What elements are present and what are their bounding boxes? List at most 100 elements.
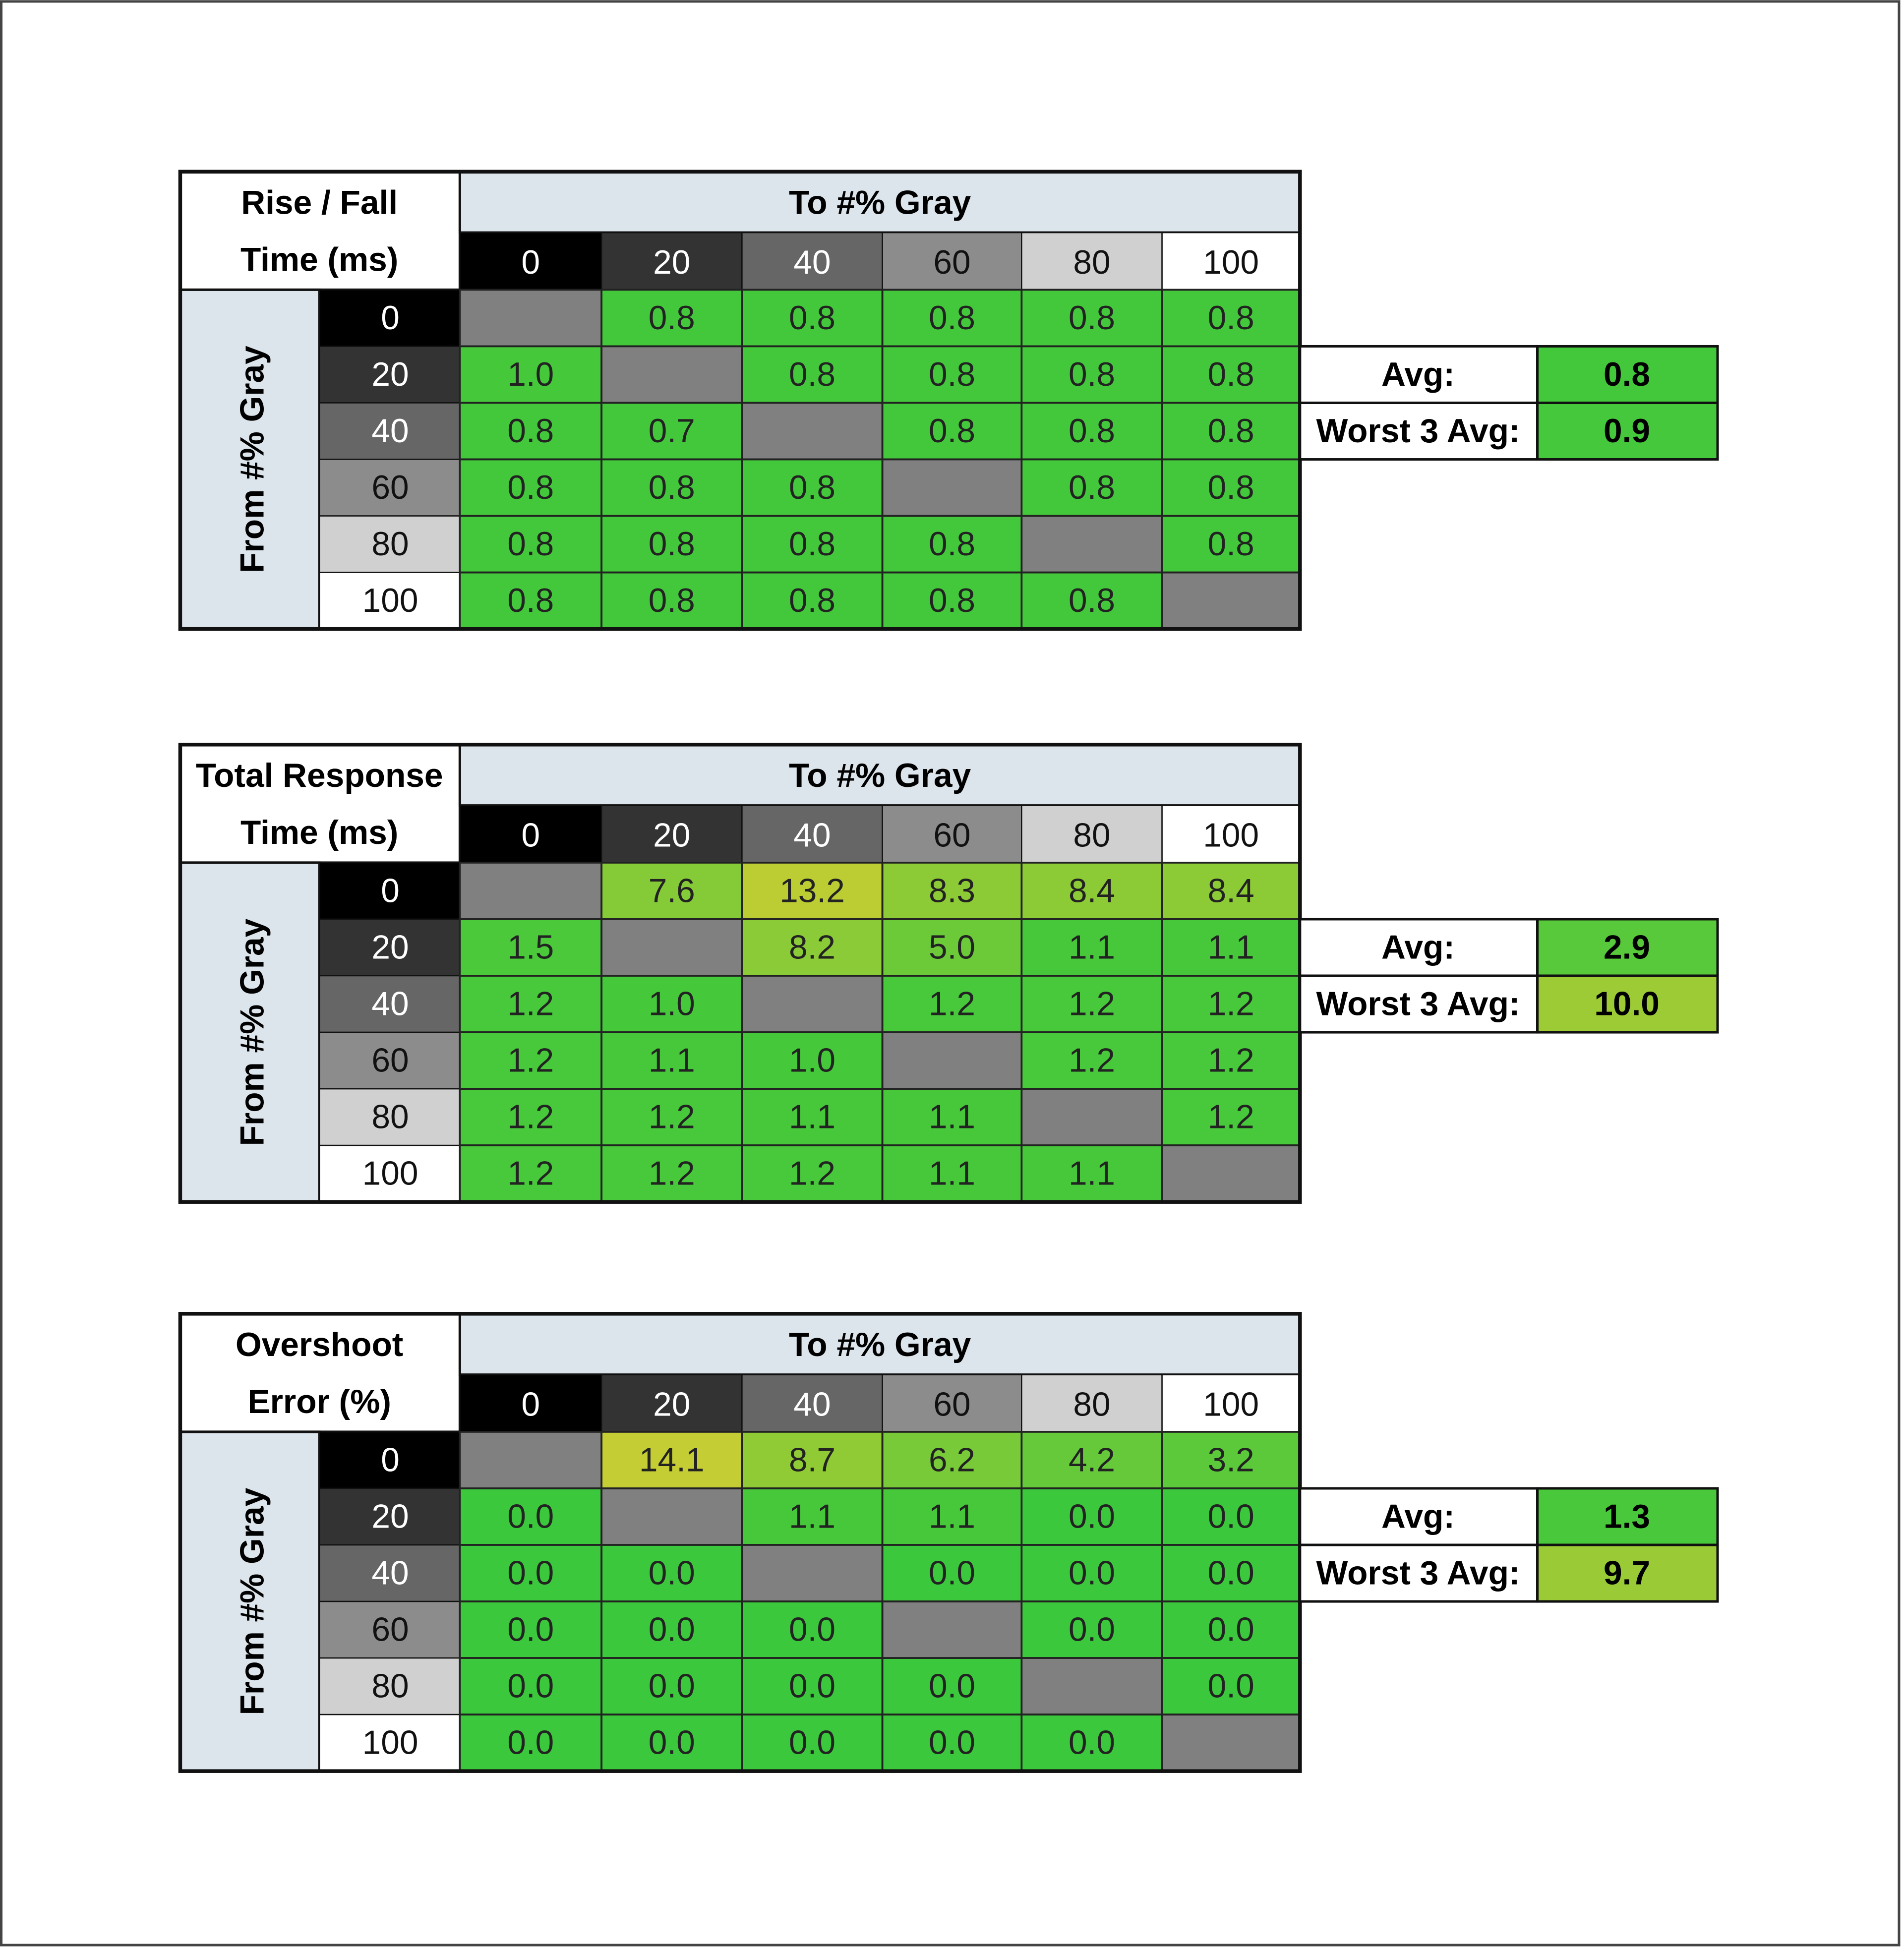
cell-value: 0.0 [789, 1724, 835, 1762]
data-cell [459, 289, 603, 348]
data-cell [459, 515, 603, 574]
cell-value: 0.0 [1069, 1498, 1115, 1535]
cell-value: 1.1 [929, 1099, 975, 1136]
title-cell [178, 743, 461, 864]
row-label: 60 [371, 469, 409, 506]
data-cell [741, 1657, 884, 1716]
data-cell [881, 1713, 1023, 1772]
cell-value: 6.2 [929, 1441, 975, 1478]
table-title: Time (ms) [240, 814, 398, 851]
cell-value: 0.0 [507, 1555, 554, 1592]
cell-value: 0.0 [507, 1724, 554, 1762]
data-cell [600, 1088, 743, 1147]
summary-label: Worst 3 Avg: [1316, 1555, 1520, 1592]
cell-value: 0.0 [649, 1724, 695, 1762]
column-label: 20 [653, 1386, 690, 1423]
data-cell [459, 862, 603, 920]
data-cell [881, 515, 1023, 574]
summary-label-cell [1299, 974, 1539, 1034]
data-cell [1020, 1088, 1163, 1147]
cell-value: 1.1 [929, 1155, 975, 1192]
cell-value: 4.2 [1069, 1441, 1115, 1478]
data-cell [881, 571, 1023, 630]
row-header-cell [178, 288, 321, 631]
cell-value: 1.5 [507, 929, 554, 966]
row-label: 100 [362, 1155, 418, 1192]
row-label-cell [318, 1144, 461, 1203]
data-cell [741, 402, 884, 461]
data-cell [459, 1431, 603, 1489]
row-label-cell [318, 459, 461, 517]
cell-value: 0.8 [789, 299, 835, 337]
cell-value: 0.8 [1208, 469, 1254, 506]
column-label: 0 [521, 244, 540, 281]
data-cell [1020, 1431, 1163, 1489]
cell-value: 0.8 [649, 526, 695, 563]
data-cell [1020, 862, 1163, 920]
cell-value: 1.2 [1208, 1099, 1254, 1136]
summary-value: 10.0 [1594, 986, 1660, 1023]
data-cell [881, 345, 1023, 404]
cell-value: 1.2 [1069, 1042, 1115, 1079]
data-cell [1161, 862, 1301, 920]
cell-value: 5.0 [929, 929, 975, 966]
data-cell [600, 862, 743, 920]
data-cell [600, 458, 743, 517]
cell-value: 1.2 [1208, 1042, 1254, 1079]
data-cell [459, 345, 603, 404]
row-label-cell [318, 1713, 461, 1772]
data-cell [1020, 1657, 1163, 1716]
column-label: 80 [1073, 1386, 1110, 1423]
data-cell [881, 1657, 1023, 1716]
cell-value: 0.0 [649, 1668, 695, 1705]
data-cell [1161, 345, 1301, 404]
cell-value: 7.6 [649, 872, 695, 909]
data-cell [1020, 571, 1163, 630]
cell-value: 0.0 [789, 1668, 835, 1705]
table-title: Rise / Fall [241, 184, 398, 221]
cell-value: 8.4 [1208, 872, 1254, 909]
row-label-cell [318, 346, 461, 404]
data-cell [741, 1713, 884, 1772]
cell-value: 13.2 [779, 872, 845, 909]
cell-value: 8.3 [929, 872, 975, 909]
column-label: 0 [521, 1386, 540, 1423]
cell-value: 1.1 [789, 1498, 835, 1535]
row-header: From #% Gray [234, 918, 271, 1146]
cell-value: 0.8 [649, 582, 695, 619]
cell-value: 1.2 [789, 1155, 835, 1192]
cell-value: 0.8 [1069, 582, 1115, 619]
cell-value: 0.8 [789, 582, 835, 619]
row-header: From #% Gray [234, 1487, 271, 1715]
row-label: 0 [381, 872, 400, 909]
data-cell [741, 1544, 884, 1602]
row-label: 40 [371, 1555, 409, 1592]
data-cell [1161, 515, 1301, 574]
cell-value: 0.8 [929, 299, 975, 337]
summary-value-cell [1536, 918, 1719, 977]
cell-value: 0.0 [1208, 1611, 1254, 1649]
data-cell [1020, 1487, 1163, 1546]
cell-value: 0.8 [507, 526, 554, 563]
summary-label: Avg: [1381, 356, 1455, 393]
cell-value: 1.0 [649, 986, 695, 1023]
cell-value: 0.8 [1208, 413, 1254, 450]
cell-value: 0.8 [507, 582, 554, 619]
cell-value: 0.0 [1069, 1555, 1115, 1592]
data-cell [741, 918, 884, 977]
column-label: 60 [933, 817, 970, 854]
data-cell [1161, 571, 1301, 630]
row-label-cell [318, 1031, 461, 1090]
cell-value: 1.1 [929, 1498, 975, 1535]
data-cell [1020, 345, 1163, 404]
summary-label-cell [1299, 1487, 1539, 1546]
summary-value-cell [1536, 345, 1719, 405]
cell-value: 0.7 [649, 413, 695, 450]
column-label-cell [741, 232, 883, 291]
column-label: 40 [793, 244, 831, 281]
summary-value: 0.8 [1604, 356, 1650, 393]
cell-value: 0.8 [929, 582, 975, 619]
data-cell [1161, 1144, 1301, 1203]
summary-value: 1.3 [1604, 1498, 1650, 1535]
